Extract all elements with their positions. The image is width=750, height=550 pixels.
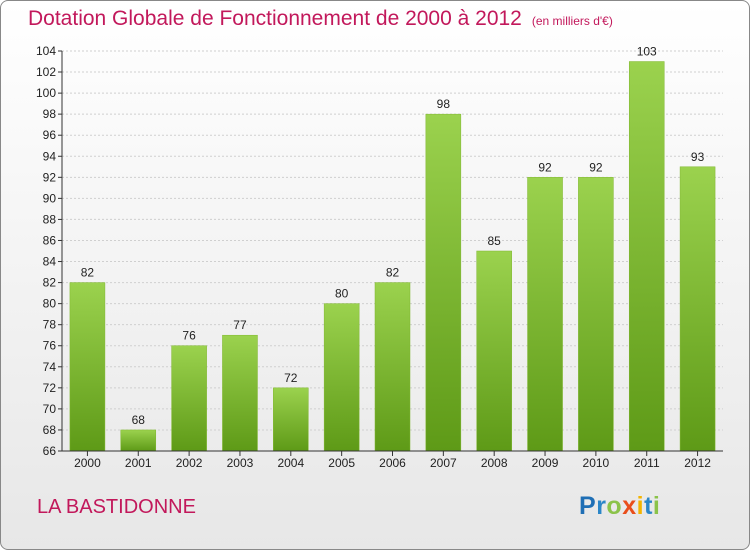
x-tick-label: 2006 (379, 456, 406, 470)
y-tick-label: 72 (43, 381, 57, 395)
y-tick-label: 88 (43, 212, 57, 226)
logo-letter: t (644, 492, 653, 520)
proxiti-logo: Proxiti (579, 492, 660, 521)
y-tick-label: 104 (36, 44, 56, 58)
commune-name: LA BASTIDONNE (37, 496, 196, 518)
y-tick-label: 102 (36, 65, 56, 79)
bar-value-label: 103 (637, 45, 657, 59)
bar-value-label: 92 (538, 160, 552, 174)
bar (69, 282, 106, 452)
y-tick-label: 76 (43, 339, 57, 353)
bar (323, 303, 360, 452)
y-tick-label: 68 (43, 423, 57, 437)
x-tick-label: 2001 (125, 456, 152, 470)
logo-letter: i (636, 492, 645, 520)
bar (476, 250, 512, 452)
bar (628, 61, 665, 452)
y-tick-label: 96 (43, 128, 57, 142)
bar (527, 177, 563, 452)
y-tick-label: 100 (36, 86, 56, 100)
logo-letter: o (606, 492, 623, 520)
bar-value-label: 72 (284, 371, 298, 385)
x-tick-label: 2012 (684, 456, 711, 470)
bar (679, 166, 716, 452)
bar (222, 334, 258, 452)
logo-letter: i (652, 492, 661, 520)
x-tick-label: 2003 (227, 456, 254, 470)
bar (425, 113, 462, 452)
y-tick-label: 84 (43, 255, 57, 269)
y-tick-label: 78 (43, 318, 57, 332)
unit-label: (en milliers d'€) (531, 14, 613, 28)
x-tick-label: 2009 (532, 456, 559, 470)
logo-letter: r (596, 492, 607, 520)
y-tick-label: 66 (43, 444, 57, 458)
bar-value-label: 98 (437, 97, 451, 111)
title-text: Dotation Globale de Fonctionnement de 20… (28, 7, 522, 30)
bar-value-label: 93 (691, 150, 705, 164)
y-tick-label: 80 (43, 297, 57, 311)
bar-value-label: 82 (386, 266, 400, 280)
bar (171, 345, 207, 452)
y-tick-label: 74 (43, 360, 57, 374)
bar (273, 387, 309, 452)
x-tick-label: 2000 (74, 456, 101, 470)
bar-value-label: 80 (335, 287, 349, 301)
bar (120, 429, 157, 452)
y-tick-label: 70 (43, 402, 57, 416)
axes: 66 68 70 72 74 76 78 80 82 84 86 88 90 92 94 96 98 100 102… (36, 44, 723, 470)
x-tick-label: 2011 (634, 456, 660, 470)
logo-letter: P (579, 492, 597, 520)
y-tick-label: 86 (43, 233, 57, 247)
x-tick-label: 2002 (176, 456, 203, 470)
y-tick-label: 82 (43, 276, 57, 290)
x-tick-label: 2005 (328, 456, 355, 470)
y-tick-label: 98 (43, 107, 57, 121)
bar-value-label: 68 (132, 413, 146, 427)
x-tick-label: 2010 (583, 456, 610, 470)
chart-title: Dotation Globale de Fonctionnement de 20… (28, 7, 613, 31)
x-tick-label: 2007 (430, 456, 457, 470)
bar (374, 282, 411, 452)
bar-value-label: 92 (589, 160, 603, 174)
x-tick-label: 2008 (481, 456, 508, 470)
bars: 82 68 76 77 72 80 82 98 85 92 92 103 93 (69, 45, 716, 452)
y-tick-label: 90 (43, 191, 57, 205)
bar-value-label: 77 (233, 318, 247, 332)
x-tick-label: 2004 (277, 456, 304, 470)
bar (578, 177, 614, 452)
bar-value-label: 85 (488, 234, 502, 248)
y-tick-label: 92 (43, 170, 57, 184)
y-tick-label: 94 (43, 149, 57, 163)
logo-letter: x (622, 492, 637, 520)
bar-value-label: 76 (182, 329, 196, 343)
bar-value-label: 82 (81, 266, 95, 280)
